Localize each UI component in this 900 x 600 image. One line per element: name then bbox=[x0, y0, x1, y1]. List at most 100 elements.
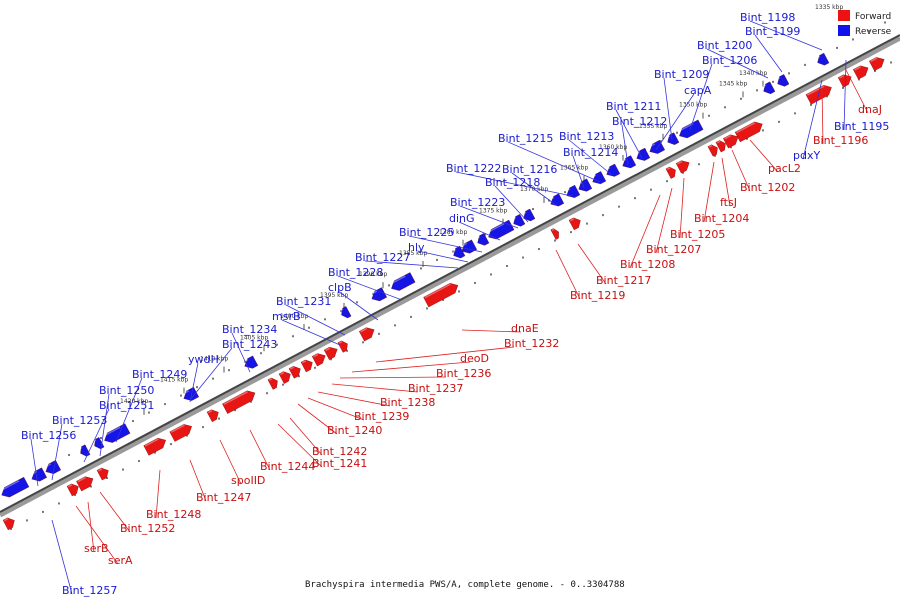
forward-gene-arrow bbox=[869, 57, 885, 71]
forward-gene-label: Bint_1208 bbox=[620, 258, 675, 271]
forward-gene-arrow bbox=[665, 166, 676, 179]
tick-label: 1345 kbp bbox=[719, 80, 747, 87]
forward-gene-label: Bint_1207 bbox=[646, 243, 701, 256]
tick-label: 1375 kbp bbox=[479, 208, 507, 215]
reverse-gene-arrow bbox=[605, 163, 621, 177]
leader-line bbox=[706, 48, 769, 79]
reverse-gene-label: Bint_1209 bbox=[654, 68, 709, 81]
scale-dot bbox=[266, 392, 268, 395]
forward-gene-label: Bint_1244 bbox=[260, 460, 315, 473]
leader-line bbox=[458, 221, 501, 241]
forward-gene-label: Bint_1252 bbox=[120, 522, 175, 535]
scale-dot bbox=[458, 290, 460, 293]
reverse-gene-label: Bint_1216 bbox=[502, 163, 557, 176]
reverse-gene-label: Bint_1251 bbox=[99, 399, 154, 412]
reverse-gene-label: Bint_1257 bbox=[62, 584, 117, 597]
reverse-gene-arrow bbox=[102, 423, 131, 443]
reverse-gene-arrow bbox=[339, 306, 352, 319]
forward-gene-arrow bbox=[96, 467, 109, 481]
legend-reverse-label: Reverse bbox=[855, 27, 892, 37]
forward-gene-arrow bbox=[337, 340, 348, 353]
reverse-gene-label: capA bbox=[684, 84, 712, 97]
scale-dot bbox=[394, 324, 396, 327]
leader-line bbox=[511, 172, 557, 206]
leader-line bbox=[417, 250, 469, 263]
reverse-gene-arrow bbox=[666, 132, 680, 145]
scale-dot bbox=[724, 106, 726, 109]
reverse-gene-arrow bbox=[776, 74, 790, 87]
leader-line bbox=[307, 397, 365, 421]
tick-label: 1340 kbp bbox=[739, 70, 767, 77]
scale-dot bbox=[842, 86, 844, 89]
scale-dot bbox=[372, 292, 374, 295]
forward-gene-label: Bint_1204 bbox=[694, 212, 749, 225]
reverse-gene-label: Bint_1200 bbox=[697, 39, 752, 52]
scale-dot bbox=[154, 451, 156, 454]
forward-gene-arrow bbox=[707, 144, 718, 157]
tick-label: 1365 kbp bbox=[560, 165, 588, 172]
leader-line bbox=[337, 290, 379, 321]
scale-dot bbox=[132, 420, 134, 423]
reverse-gene-arrow bbox=[565, 184, 581, 198]
forward-gene-arrow bbox=[76, 476, 94, 492]
reverse-gene-label: Bint_1231 bbox=[276, 295, 331, 308]
forward-gene-label: Bint_1219 bbox=[570, 289, 625, 302]
leader-line bbox=[731, 149, 751, 192]
forward-gene-label: serA bbox=[108, 554, 133, 567]
leader-line bbox=[845, 69, 869, 114]
backbone-shadow bbox=[0, 35, 900, 518]
leader-line bbox=[155, 469, 161, 519]
reverse-gene-arrow bbox=[648, 139, 665, 154]
leader-line bbox=[568, 139, 613, 176]
reverse-gene-arrow bbox=[635, 147, 651, 161]
scale-dot bbox=[202, 426, 204, 429]
reverse-gene-label: Bint_1218 bbox=[485, 176, 540, 189]
scale-dot bbox=[106, 477, 108, 479]
reverse-gene-label: Bint_1234 bbox=[222, 323, 277, 336]
forward-gene-arrow bbox=[323, 347, 338, 360]
leader-line bbox=[51, 423, 63, 481]
forward-gene-arrow bbox=[568, 217, 581, 231]
forward-gene-arrow bbox=[2, 517, 15, 531]
reverse-gene-label: hly bbox=[408, 241, 425, 254]
scale-dot bbox=[708, 114, 710, 117]
forward-gene-label: Bint_1237 bbox=[408, 382, 463, 395]
leader-line bbox=[749, 139, 779, 173]
scale-dot bbox=[330, 358, 332, 361]
leader-line bbox=[621, 124, 629, 166]
tick-label: 1350 kbp bbox=[679, 102, 707, 109]
leader-line bbox=[337, 275, 403, 301]
forward-gene-arrow bbox=[837, 74, 852, 88]
leader-line bbox=[339, 376, 447, 379]
reverse-gene-arrow bbox=[389, 272, 416, 291]
scale-dot bbox=[532, 208, 534, 211]
forward-gene-arrow bbox=[423, 283, 459, 308]
forward-genes bbox=[2, 57, 885, 531]
scale-dot bbox=[762, 129, 764, 132]
forward-gene-arrow bbox=[222, 390, 256, 414]
scale-dot bbox=[276, 343, 278, 346]
leader-line bbox=[555, 249, 581, 300]
scale-dot bbox=[74, 493, 76, 496]
reverse-gene-label: Bint_1213 bbox=[559, 130, 614, 143]
reverse-gene-arrow bbox=[762, 81, 776, 94]
scale-dot bbox=[100, 437, 102, 439]
reverse-gene-label: Bint_1211 bbox=[606, 100, 661, 113]
scale-dot bbox=[804, 63, 806, 66]
reverse-gene-label: Bint_1198 bbox=[740, 11, 795, 24]
forward-gene-arrow bbox=[278, 371, 291, 384]
scale-dot bbox=[164, 403, 166, 406]
leader-line bbox=[281, 319, 341, 346]
leader-line bbox=[689, 63, 713, 131]
scale-dot bbox=[522, 256, 524, 259]
scale-dot bbox=[122, 468, 124, 471]
reverse-gene-label: Bint_1212 bbox=[612, 115, 667, 128]
scale-dot bbox=[314, 366, 316, 369]
forward-gene-arrow bbox=[169, 424, 192, 442]
scale-dot bbox=[730, 146, 732, 149]
scale-dot bbox=[554, 239, 556, 242]
reverse-gene-label: Bint_1223 bbox=[450, 196, 505, 209]
scale-dot bbox=[26, 519, 28, 522]
leader-line bbox=[249, 429, 271, 471]
